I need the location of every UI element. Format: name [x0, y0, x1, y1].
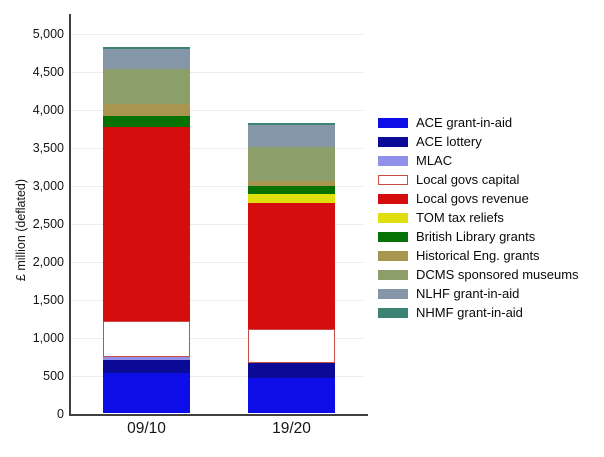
- bar-segment: [103, 104, 190, 116]
- legend-item: British Library grants: [378, 227, 579, 246]
- bar-segment: [103, 48, 190, 70]
- legend-item: MLAC: [378, 151, 579, 170]
- x-axis-line: [69, 414, 368, 416]
- y-tick-label: 0: [57, 406, 64, 421]
- legend-item: ACE lottery: [378, 132, 579, 151]
- bar-segment: [103, 372, 190, 414]
- legend-item: TOM tax reliefs: [378, 208, 579, 227]
- legend-item: Local govs capital: [378, 170, 579, 189]
- gridline: [71, 33, 363, 35]
- gridline: [71, 185, 363, 187]
- legend-swatch: [378, 269, 408, 280]
- bar-segment: [248, 122, 335, 126]
- bar-segment: [248, 185, 335, 194]
- bar-segment: [248, 180, 335, 186]
- legend-label: British Library grants: [416, 229, 536, 244]
- x-tick-label: 09/10: [127, 420, 166, 437]
- legend-label: MLAC: [416, 153, 453, 168]
- y-tick-label: 5,000: [32, 26, 64, 41]
- legend-label: NLHF grant-in-aid: [416, 286, 520, 301]
- legend-item: NHMF grant-in-aid: [378, 303, 579, 322]
- legend-item: DCMS sponsored museums: [378, 265, 579, 284]
- gridline: [71, 223, 363, 225]
- legend-label: NHMF grant-in-aid: [416, 305, 523, 320]
- legend-label: Local govs capital: [416, 172, 520, 187]
- bar-segment: [248, 329, 335, 363]
- y-tick-label: 4,500: [32, 64, 64, 79]
- legend-swatch: [378, 231, 408, 242]
- legend-swatch: [378, 174, 408, 185]
- gridline: [71, 71, 363, 73]
- gridline: [71, 147, 363, 149]
- legend-item: Local govs revenue: [378, 189, 579, 208]
- legend-label: ACE lottery: [416, 134, 482, 149]
- bar-segment: [248, 146, 335, 181]
- gridline: [71, 375, 363, 377]
- legend-swatch: [378, 136, 408, 147]
- bar-segment: [103, 69, 190, 105]
- legend-item: NLHF grant-in-aid: [378, 284, 579, 303]
- bar-segment: [248, 363, 335, 379]
- legend-swatch: [378, 307, 408, 318]
- legend-item: ACE grant-in-aid: [378, 113, 579, 132]
- bar-segment: [248, 193, 335, 203]
- x-tick-label: 19/20: [272, 420, 311, 437]
- bar-segment: [103, 116, 190, 128]
- bar-segment: [103, 127, 190, 321]
- legend-label: Local govs revenue: [416, 191, 529, 206]
- legend-swatch: [378, 212, 408, 223]
- y-tick-label: 500: [43, 368, 64, 383]
- bar-segment: [248, 125, 335, 147]
- y-tick-label: 3,000: [32, 178, 64, 193]
- y-tick-label: 2,500: [32, 216, 64, 231]
- y-axis-title: £ million (deflated): [14, 178, 28, 282]
- bar-segment: [103, 357, 190, 360]
- bar-segment: [248, 202, 335, 330]
- y-tick-label: 4,000: [32, 102, 64, 117]
- legend-swatch: [378, 193, 408, 204]
- legend-label: Historical Eng. grants: [416, 248, 540, 263]
- y-tick-label: 3,500: [32, 140, 64, 155]
- legend-item: Historical Eng. grants: [378, 246, 579, 265]
- gridline: [71, 109, 363, 111]
- bar-segment: [103, 320, 190, 358]
- legend-label: ACE grant-in-aid: [416, 115, 513, 130]
- legend-label: TOM tax reliefs: [416, 210, 504, 225]
- gridline: [71, 337, 363, 339]
- bar-segment: [103, 46, 190, 49]
- bar-segment: [248, 378, 335, 414]
- bar-segment: [103, 359, 190, 373]
- y-tick-label: 1,500: [32, 292, 64, 307]
- legend-swatch: [378, 250, 408, 261]
- y-tick-label: 2,000: [32, 254, 64, 269]
- y-tick-label: 1,000: [32, 330, 64, 345]
- legend-swatch: [378, 288, 408, 299]
- legend: ACE grant-in-aid ACE lottery MLAC Local gov…: [378, 113, 579, 322]
- legend-swatch: [378, 117, 408, 128]
- legend-label: DCMS sponsored museums: [416, 267, 579, 282]
- y-axis-line: [69, 14, 71, 416]
- gridline: [71, 299, 363, 301]
- gridline: [71, 261, 363, 263]
- legend-swatch: [378, 155, 408, 166]
